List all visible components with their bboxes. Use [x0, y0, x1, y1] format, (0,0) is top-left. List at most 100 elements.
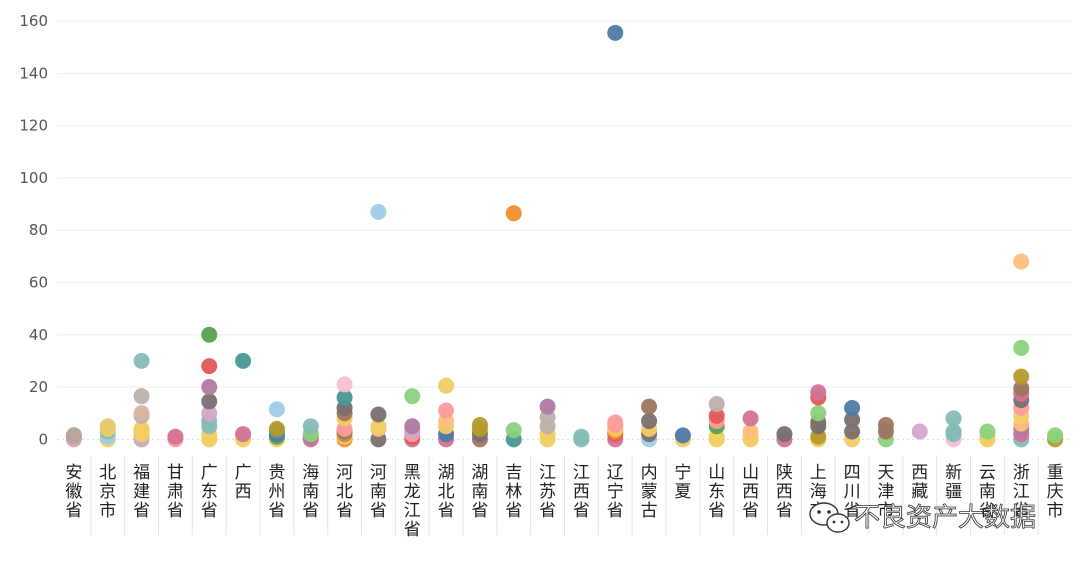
data-point: [302, 418, 319, 435]
data-point: [573, 428, 590, 445]
data-point: [911, 423, 928, 440]
data-point: [167, 428, 184, 445]
category-label: 福建省: [133, 463, 150, 521]
category-label-char: 南: [370, 482, 387, 502]
category-label-char: 省: [979, 501, 996, 521]
data-point: [133, 405, 150, 422]
data-point: [1013, 253, 1030, 270]
category-label-char: 省: [471, 501, 488, 521]
category-label-char: 海: [810, 482, 827, 502]
data-point: [133, 352, 150, 369]
category-label-char: 市: [877, 501, 894, 521]
category-label-char: 山: [708, 463, 725, 483]
category-label-char: 四: [844, 463, 861, 483]
category-label-char: 黑: [404, 463, 421, 483]
category-label-char: 州: [268, 482, 285, 502]
category-label: 湖南省: [471, 463, 488, 521]
data-point: [268, 420, 285, 437]
category-label-char: 南: [979, 482, 996, 502]
category-label-char: 新: [945, 463, 962, 483]
category-label-char: 重: [1047, 463, 1064, 483]
data-point: [607, 24, 624, 41]
y-tick-label: 120: [19, 117, 48, 135]
category-label-char: 市: [1047, 501, 1064, 521]
category-label: 河南省: [370, 463, 387, 521]
category-label: 西藏: [911, 463, 928, 502]
category-label: 黑龙江省: [404, 463, 421, 540]
category-label-char: 省: [844, 501, 861, 521]
category-label: 浙江省: [1013, 463, 1030, 521]
category-label-char: 省: [302, 501, 319, 521]
category-label: 安徽省: [65, 463, 82, 521]
category-label-char: 省: [65, 501, 82, 521]
data-point: [99, 418, 116, 435]
category-label: 江西省: [573, 463, 590, 521]
category-label-char: 浙: [1013, 463, 1030, 483]
category-label-char: 湖: [471, 463, 488, 483]
data-point: [539, 398, 556, 415]
category-label-char: 吉: [505, 463, 522, 483]
category-label-char: 湖: [438, 463, 455, 483]
category-label-char: 省: [539, 501, 556, 521]
category-label-char: 广: [235, 463, 252, 483]
gridlines: [57, 20, 1072, 440]
category-label: 云南省: [979, 463, 996, 521]
category-label-char: 省: [201, 501, 218, 521]
data-point: [979, 423, 996, 440]
data-point: [844, 399, 861, 416]
category-separators: [90, 455, 1039, 535]
category-label: 四川省: [844, 463, 861, 521]
data-point: [438, 402, 455, 419]
category-label-char: 陕: [776, 463, 793, 483]
category-label-char: 河: [336, 463, 353, 483]
category-label-char: 省: [776, 501, 793, 521]
data-point: [336, 389, 353, 406]
category-label: 湖北省: [438, 463, 455, 521]
category-label-char: 江: [539, 463, 556, 483]
data-point: [201, 405, 218, 422]
data-point: [844, 411, 861, 428]
category-label-char: 省: [336, 501, 353, 521]
y-tick-label: 160: [19, 12, 48, 30]
category-label-char: 甘: [167, 463, 184, 483]
data-point: [945, 423, 962, 440]
data-point: [1013, 339, 1030, 356]
category-label-char: 省: [133, 501, 150, 521]
data-point: [235, 352, 252, 369]
category-label: 宁夏: [674, 463, 691, 502]
category-label-char: 苏: [539, 482, 556, 502]
data-point: [674, 427, 691, 444]
data-point: [810, 384, 827, 401]
category-label-char: 省: [167, 501, 184, 521]
category-label: 辽宁省: [607, 463, 624, 521]
category-label-char: 上: [810, 463, 827, 483]
category-label-char: 云: [979, 463, 996, 483]
data-point: [336, 376, 353, 393]
data-point: [404, 388, 421, 405]
wechat-icon: [809, 502, 850, 533]
category-label-char: 东: [708, 482, 725, 502]
category-label-char: 宁: [674, 463, 691, 483]
data-point: [505, 422, 522, 439]
category-label-char: 南: [302, 482, 319, 502]
data-point: [471, 416, 488, 433]
category-label-char: 贵: [268, 463, 285, 483]
data-point: [810, 405, 827, 422]
data-point: [438, 377, 455, 394]
category-label-char: 江: [573, 463, 590, 483]
category-label-char: 西: [742, 482, 759, 502]
y-tick-label: 40: [29, 326, 48, 344]
category-label: 甘肃省: [167, 463, 184, 521]
data-point: [201, 326, 218, 343]
category-label-char: 蒙: [641, 482, 658, 502]
category-label-char: 西: [911, 463, 928, 483]
y-tick-label: 0: [38, 430, 48, 448]
category-label-char: 市: [99, 501, 116, 521]
data-point: [1013, 368, 1030, 385]
category-label: 河北省: [336, 463, 353, 521]
category-label-char: 肃: [167, 482, 184, 502]
category-label-char: 藏: [911, 482, 928, 502]
data-point: [776, 426, 793, 443]
category-label-char: 内: [641, 463, 658, 483]
category-label-char: 省: [505, 501, 522, 521]
